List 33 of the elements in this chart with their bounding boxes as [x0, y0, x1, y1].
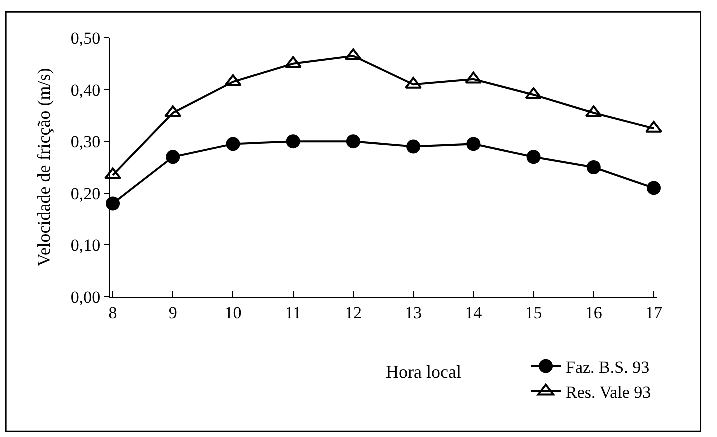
point [465, 72, 482, 84]
x-tick-label: 14 [465, 303, 483, 322]
point [525, 87, 542, 100]
x-tick-label: 13 [405, 303, 422, 322]
x-tick-label: 8 [108, 303, 118, 322]
x-tick-label: 15 [525, 303, 542, 322]
y-tick-label: 0,40 [70, 80, 101, 100]
legend-label: Faz. B.S. 93 [566, 358, 650, 377]
point [466, 137, 481, 152]
y-tick-label: 0,30 [70, 132, 101, 152]
point [346, 134, 360, 149]
y-tick-label: 0,10 [70, 236, 101, 256]
x-tick-label: 10 [224, 303, 242, 322]
y-axis-title: Velocidade de fricção (m/s) [34, 68, 54, 267]
legend-label: Res. Vale 93 [566, 383, 652, 402]
point [526, 150, 541, 164]
x-tick-label: 17 [645, 303, 663, 322]
x-tick-label: 9 [168, 303, 178, 322]
point [284, 56, 302, 68]
point [646, 181, 661, 196]
point [286, 134, 300, 149]
y-tick-label: 0,00 [70, 288, 101, 307]
point [106, 196, 120, 211]
x-axis-title: Hora local [386, 362, 462, 382]
point [586, 160, 601, 174]
point [406, 140, 421, 154]
y-tick-label: 0,20 [70, 184, 101, 204]
point [166, 150, 180, 164]
point [226, 137, 240, 152]
y-tick-label: 0,50 [70, 28, 101, 48]
x-tick-label: 11 [285, 303, 302, 322]
x-tick-label: 12 [344, 303, 362, 322]
x-tick-label: 16 [585, 303, 602, 322]
